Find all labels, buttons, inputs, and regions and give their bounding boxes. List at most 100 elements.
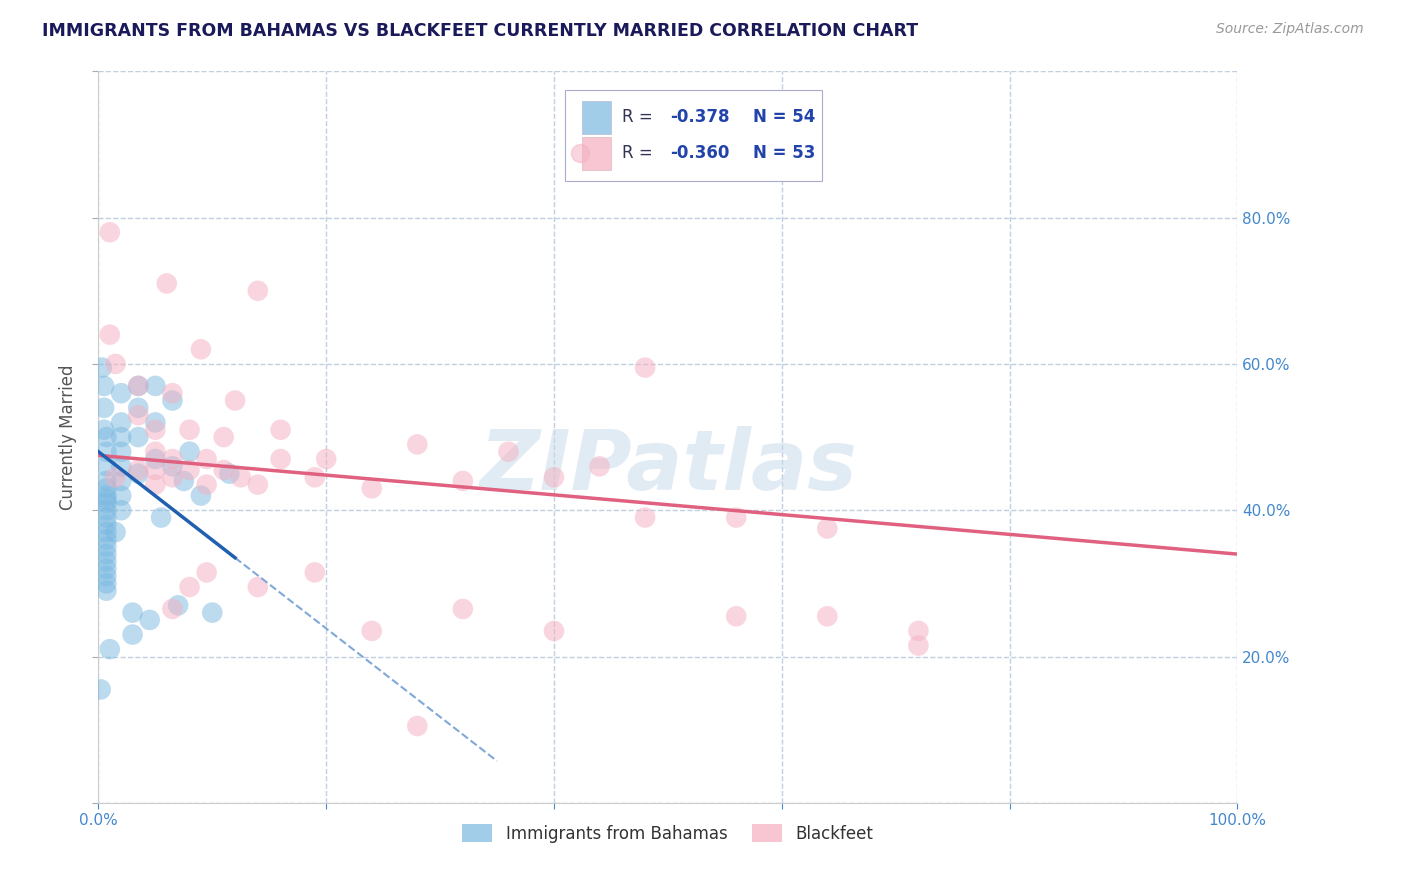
Point	[127, 401, 149, 415]
Point	[145, 444, 167, 458]
Point	[167, 599, 190, 613]
Point	[145, 423, 167, 437]
Point	[634, 510, 657, 524]
Point	[93, 379, 115, 393]
Point	[246, 284, 269, 298]
Point	[90, 360, 112, 375]
Point	[127, 467, 149, 481]
FancyBboxPatch shape	[565, 90, 821, 181]
Point	[96, 540, 118, 554]
Point	[93, 423, 115, 437]
Point	[179, 444, 201, 458]
Point	[145, 379, 167, 393]
Text: IMMIGRANTS FROM BAHAMAS VS BLACKFEET CURRENTLY MARRIED CORRELATION CHART: IMMIGRANTS FROM BAHAMAS VS BLACKFEET CUR…	[42, 22, 918, 40]
Point	[96, 489, 118, 503]
Point	[229, 470, 252, 484]
Point	[451, 602, 474, 616]
Text: ZIPatlas: ZIPatlas	[479, 425, 856, 507]
Point	[145, 416, 167, 430]
Point	[304, 566, 326, 580]
Point	[104, 525, 127, 540]
Point	[907, 624, 929, 638]
Point	[96, 492, 118, 507]
Point	[588, 459, 610, 474]
Point	[96, 459, 118, 474]
FancyBboxPatch shape	[582, 136, 612, 169]
Point	[96, 444, 118, 458]
Point	[195, 477, 218, 491]
Point	[96, 554, 118, 568]
Point	[179, 423, 201, 437]
Point	[96, 481, 118, 495]
Point	[104, 470, 127, 484]
Point	[127, 430, 149, 444]
Point	[173, 474, 195, 488]
Point	[96, 576, 118, 591]
Text: R =: R =	[623, 145, 658, 162]
Point	[110, 474, 132, 488]
Point	[201, 606, 224, 620]
Point	[212, 430, 235, 444]
Point	[90, 682, 112, 697]
Point	[190, 343, 212, 357]
Point	[451, 474, 474, 488]
Point	[127, 408, 149, 422]
Point	[224, 393, 246, 408]
Point	[406, 437, 429, 451]
Point	[96, 569, 118, 583]
Point	[138, 613, 160, 627]
Point	[162, 393, 184, 408]
Point	[815, 521, 838, 535]
Y-axis label: Currently Married: Currently Married	[59, 364, 77, 510]
Point	[121, 606, 143, 620]
Point	[96, 583, 118, 598]
Point	[98, 327, 121, 342]
Point	[543, 624, 565, 638]
Point	[96, 496, 118, 510]
Point	[96, 430, 118, 444]
Point	[162, 602, 184, 616]
Point	[218, 467, 240, 481]
Point	[127, 379, 149, 393]
Point	[498, 444, 520, 458]
Point	[110, 444, 132, 458]
Point	[270, 423, 292, 437]
Point	[145, 477, 167, 491]
Point	[145, 452, 167, 467]
Point	[96, 547, 118, 561]
Point	[815, 609, 838, 624]
Point	[127, 463, 149, 477]
Point	[96, 510, 118, 524]
Point	[162, 470, 184, 484]
Point	[104, 357, 127, 371]
Text: R =: R =	[623, 109, 658, 127]
Point	[179, 463, 201, 477]
Point	[96, 562, 118, 576]
Point	[127, 379, 149, 393]
Point	[212, 463, 235, 477]
Point	[246, 580, 269, 594]
Point	[110, 503, 132, 517]
Point	[150, 510, 173, 524]
Point	[360, 481, 382, 495]
Point	[121, 627, 143, 641]
Point	[304, 470, 326, 484]
Point	[110, 386, 132, 401]
Text: Source: ZipAtlas.com: Source: ZipAtlas.com	[1216, 22, 1364, 37]
Point	[162, 459, 184, 474]
Point	[315, 452, 337, 467]
Point	[156, 277, 179, 291]
Text: -0.378: -0.378	[671, 109, 730, 127]
Point	[195, 452, 218, 467]
Point	[725, 609, 748, 624]
Point	[96, 525, 118, 540]
Text: -0.360: -0.360	[671, 145, 730, 162]
Point	[96, 533, 118, 547]
Point	[270, 452, 292, 467]
Point	[162, 386, 184, 401]
Legend: Immigrants from Bahamas, Blackfeet: Immigrants from Bahamas, Blackfeet	[456, 818, 880, 849]
Point	[110, 459, 132, 474]
Point	[543, 470, 565, 484]
Point	[98, 225, 121, 239]
Point	[162, 452, 184, 467]
